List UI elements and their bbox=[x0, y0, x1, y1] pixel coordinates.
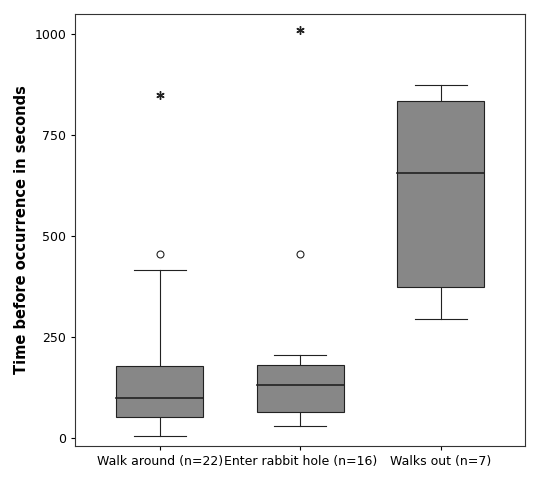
Bar bbox=[397, 101, 485, 286]
Bar bbox=[257, 365, 344, 412]
Bar bbox=[116, 366, 203, 417]
Y-axis label: Time before occurrence in seconds: Time before occurrence in seconds bbox=[14, 85, 29, 375]
